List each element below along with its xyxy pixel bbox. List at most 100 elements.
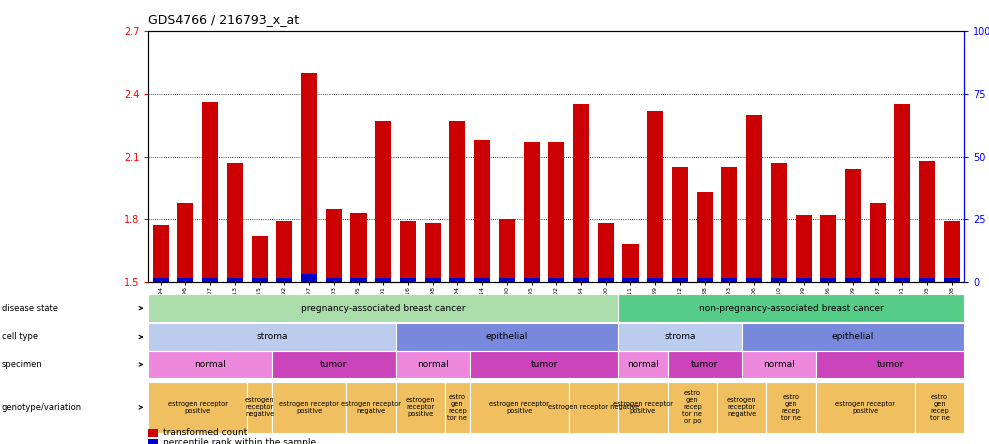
Text: estrogen
receptor
positive: estrogen receptor positive xyxy=(405,397,435,417)
Text: estro
gen
recep
tor ne: estro gen recep tor ne xyxy=(447,394,468,421)
Text: stroma: stroma xyxy=(665,333,695,341)
Bar xyxy=(301,73,317,282)
Bar xyxy=(672,278,688,282)
Bar xyxy=(375,278,392,282)
Bar xyxy=(177,278,194,282)
Bar xyxy=(795,215,812,282)
Bar xyxy=(746,278,763,282)
Text: epithelial: epithelial xyxy=(832,333,874,341)
Text: estrogen receptor
positive: estrogen receptor positive xyxy=(279,401,339,414)
Bar xyxy=(622,244,639,282)
Bar xyxy=(721,278,738,282)
Bar xyxy=(795,278,812,282)
Bar xyxy=(350,213,367,282)
Text: transformed count: transformed count xyxy=(163,428,247,437)
Bar xyxy=(622,278,639,282)
Bar xyxy=(770,163,787,282)
Text: tumor: tumor xyxy=(691,360,718,369)
Bar xyxy=(424,223,441,282)
Bar xyxy=(820,215,837,282)
Bar xyxy=(672,167,688,282)
Bar xyxy=(523,142,540,282)
Bar xyxy=(696,278,713,282)
Text: percentile rank within the sample: percentile rank within the sample xyxy=(163,438,316,444)
Bar xyxy=(647,111,664,282)
Bar xyxy=(573,278,589,282)
Text: estrogen receptor
positive: estrogen receptor positive xyxy=(490,401,549,414)
Bar xyxy=(869,278,886,282)
Bar xyxy=(251,236,268,282)
Bar xyxy=(894,278,911,282)
Bar xyxy=(202,278,219,282)
Bar xyxy=(498,278,515,282)
Text: GDS4766 / 216793_x_at: GDS4766 / 216793_x_at xyxy=(148,13,300,26)
Bar xyxy=(869,202,886,282)
Bar xyxy=(721,167,738,282)
Text: estrogen receptor
positive: estrogen receptor positive xyxy=(613,401,673,414)
Text: specimen: specimen xyxy=(2,360,43,369)
Text: estrogen receptor
positive: estrogen receptor positive xyxy=(168,401,227,414)
Text: normal: normal xyxy=(763,360,795,369)
Text: genotype/variation: genotype/variation xyxy=(2,403,82,412)
Bar xyxy=(944,278,960,282)
Bar xyxy=(548,278,565,282)
Bar xyxy=(449,121,466,282)
Bar xyxy=(424,278,441,282)
Bar xyxy=(449,278,466,282)
Bar xyxy=(177,202,194,282)
Bar xyxy=(548,142,565,282)
Bar xyxy=(845,169,861,282)
Bar xyxy=(474,278,491,282)
Bar xyxy=(474,140,491,282)
Bar xyxy=(746,115,763,282)
Text: estrogen
receptor
negative: estrogen receptor negative xyxy=(727,397,757,417)
Bar xyxy=(647,278,664,282)
Bar xyxy=(770,278,787,282)
Text: normal: normal xyxy=(627,360,659,369)
Bar xyxy=(325,278,342,282)
Bar xyxy=(325,209,342,282)
Text: estro
gen
recep
tor ne: estro gen recep tor ne xyxy=(781,394,801,421)
Bar xyxy=(226,163,243,282)
Bar xyxy=(226,278,243,282)
Text: disease state: disease state xyxy=(2,304,58,313)
Text: pregnancy-associated breast cancer: pregnancy-associated breast cancer xyxy=(301,304,466,313)
Bar xyxy=(301,274,317,282)
Bar xyxy=(894,104,911,282)
Text: estrogen receptor
negative: estrogen receptor negative xyxy=(341,401,401,414)
Bar xyxy=(696,192,713,282)
Bar xyxy=(919,278,936,282)
Bar xyxy=(919,161,936,282)
Text: stroma: stroma xyxy=(256,333,288,341)
Bar xyxy=(152,226,169,282)
Bar xyxy=(251,278,268,282)
Bar xyxy=(597,278,614,282)
Bar xyxy=(597,223,614,282)
Bar xyxy=(845,278,861,282)
Bar xyxy=(944,221,960,282)
Bar xyxy=(350,278,367,282)
Bar xyxy=(276,278,293,282)
Bar xyxy=(820,278,837,282)
Text: cell type: cell type xyxy=(2,333,39,341)
Text: tumor: tumor xyxy=(876,360,904,369)
Bar xyxy=(202,102,219,282)
Text: estrogen receptor
positive: estrogen receptor positive xyxy=(836,401,895,414)
Text: normal: normal xyxy=(194,360,226,369)
Bar xyxy=(400,278,416,282)
Text: tumor: tumor xyxy=(320,360,347,369)
Text: non-pregnancy-associated breast cancer: non-pregnancy-associated breast cancer xyxy=(699,304,883,313)
Bar xyxy=(152,278,169,282)
Text: estrogen receptor negative: estrogen receptor negative xyxy=(548,404,639,410)
Text: epithelial: epithelial xyxy=(486,333,528,341)
Bar xyxy=(523,278,540,282)
Bar xyxy=(573,104,589,282)
Text: normal: normal xyxy=(416,360,449,369)
Text: tumor: tumor xyxy=(530,360,558,369)
Bar xyxy=(498,219,515,282)
Text: estrogen
receptor
negative: estrogen receptor negative xyxy=(245,397,274,417)
Bar xyxy=(400,221,416,282)
Bar xyxy=(375,121,392,282)
Text: estro
gen
recep
tor ne
or po: estro gen recep tor ne or po xyxy=(682,390,702,424)
Text: estro
gen
recep
tor ne: estro gen recep tor ne xyxy=(930,394,949,421)
